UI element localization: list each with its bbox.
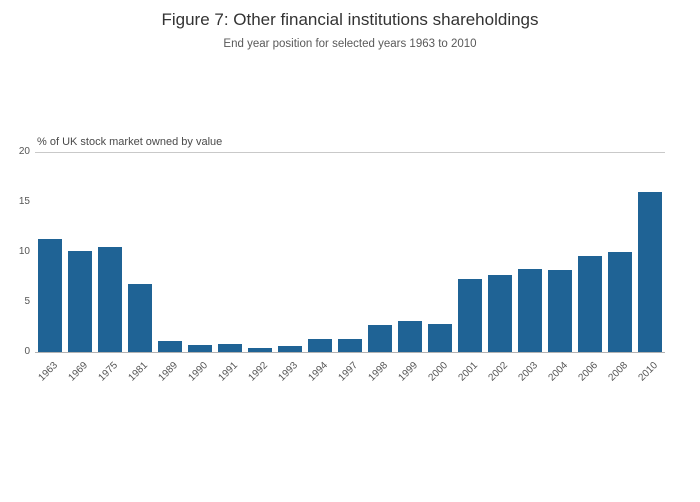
bar-1999 <box>398 321 422 352</box>
gridline <box>35 152 665 153</box>
bar-1963 <box>38 239 62 352</box>
bar-2000 <box>428 324 452 352</box>
bar-2006 <box>578 256 602 352</box>
bar-1998 <box>368 325 392 352</box>
x-axis-tick-label: 2002 <box>486 360 510 384</box>
bar-2008 <box>608 252 632 352</box>
bar-1981 <box>128 284 152 352</box>
y-axis-tick-label: 5 <box>24 296 30 307</box>
bar-1993 <box>278 346 302 352</box>
bar-2003 <box>518 269 542 352</box>
x-axis-tick-label: 1993 <box>276 360 300 384</box>
bar-1969 <box>68 251 92 352</box>
x-axis-tick-label: 1992 <box>246 360 270 384</box>
x-axis-tick-label: 1963 <box>36 360 60 384</box>
x-axis-tick-label: 2004 <box>546 360 570 384</box>
y-axis-unit-label: % of UK stock market owned by value <box>37 136 227 148</box>
x-axis-tick-label: 2008 <box>606 360 630 384</box>
x-axis-tick-label: 1999 <box>396 360 420 384</box>
bar-1991 <box>218 344 242 352</box>
bar-2010 <box>638 192 662 352</box>
x-axis-tick-label: 1981 <box>126 360 150 384</box>
x-axis-tick-label: 1997 <box>336 360 360 384</box>
bar-1975 <box>98 247 122 352</box>
y-axis-tick-label: 0 <box>24 346 30 357</box>
x-axis-tick-label: 1989 <box>156 360 180 384</box>
y-axis-tick-label: 20 <box>18 146 30 157</box>
chart-title: Figure 7: Other financial institutions s… <box>161 10 539 29</box>
bar-1997 <box>338 339 362 352</box>
x-axis-tick-label: 2006 <box>576 360 600 384</box>
x-axis-tick-label: 1991 <box>216 360 240 384</box>
x-axis-tick-label: 2003 <box>516 360 540 384</box>
bar-1992 <box>248 348 272 352</box>
bar-2002 <box>488 275 512 352</box>
x-axis-tick-label: 1975 <box>96 360 120 384</box>
bar-1990 <box>188 345 212 352</box>
x-axis-tick-label: 2000 <box>426 360 450 384</box>
y-axis-tick-label: 10 <box>18 246 30 257</box>
y-axis-tick-label: 15 <box>18 196 30 207</box>
bar-1989 <box>158 341 182 352</box>
bar-2004 <box>548 270 572 352</box>
x-axis-line <box>35 352 665 353</box>
bar-1994 <box>308 339 332 352</box>
x-axis-tick-label: 1998 <box>366 360 390 384</box>
x-axis-tick-label: 2001 <box>456 360 480 384</box>
x-axis-tick-label: 1969 <box>66 360 90 384</box>
x-axis-tick-label: 1990 <box>186 360 210 384</box>
chart-subtitle: End year position for selected years 196… <box>223 38 477 50</box>
bar-2001 <box>458 279 482 352</box>
x-axis-tick-label: 1994 <box>306 360 330 384</box>
x-axis-tick-label: 2010 <box>636 360 660 384</box>
